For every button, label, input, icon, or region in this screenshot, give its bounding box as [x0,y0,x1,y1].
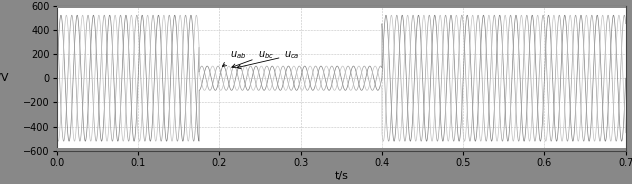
Text: $u_{ab}$: $u_{ab}$ [222,49,246,66]
Text: $u_{ca}$: $u_{ca}$ [237,49,300,69]
Bar [57,148,626,157]
Y-axis label: U/V: U/V [0,73,8,83]
Text: $u_{bc}$: $u_{bc}$ [232,49,274,68]
Bar [57,0,626,8]
X-axis label: t/s: t/s [334,171,348,181]
